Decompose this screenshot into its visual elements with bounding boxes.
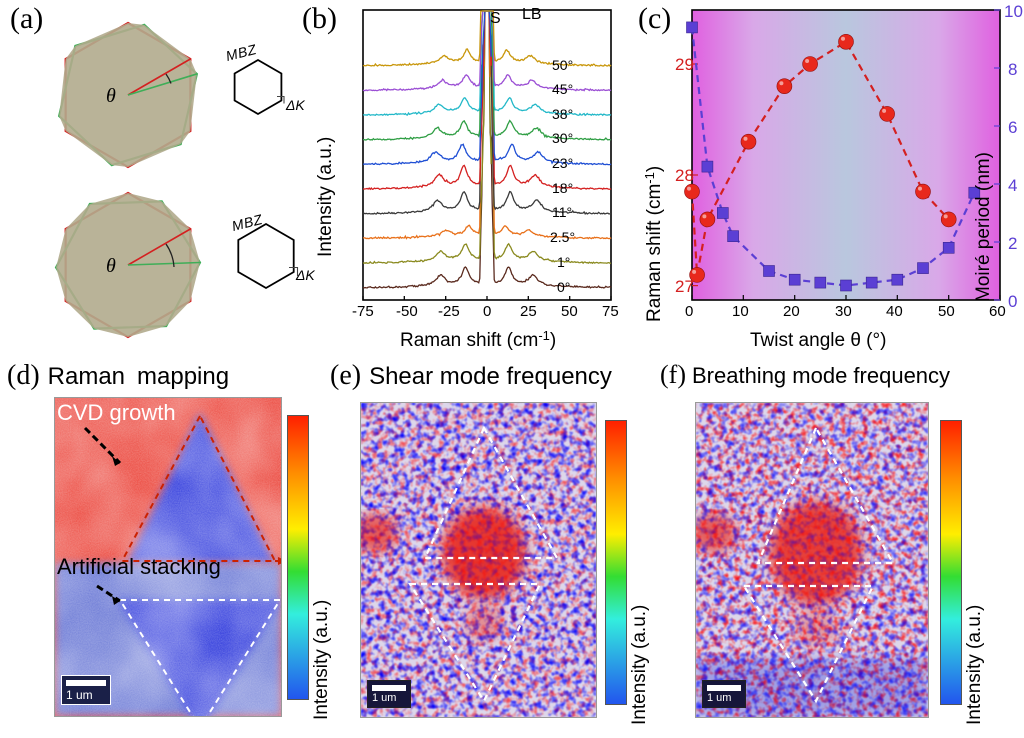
- svg-text:θ: θ: [106, 255, 116, 277]
- svg-text:θ: θ: [106, 85, 116, 107]
